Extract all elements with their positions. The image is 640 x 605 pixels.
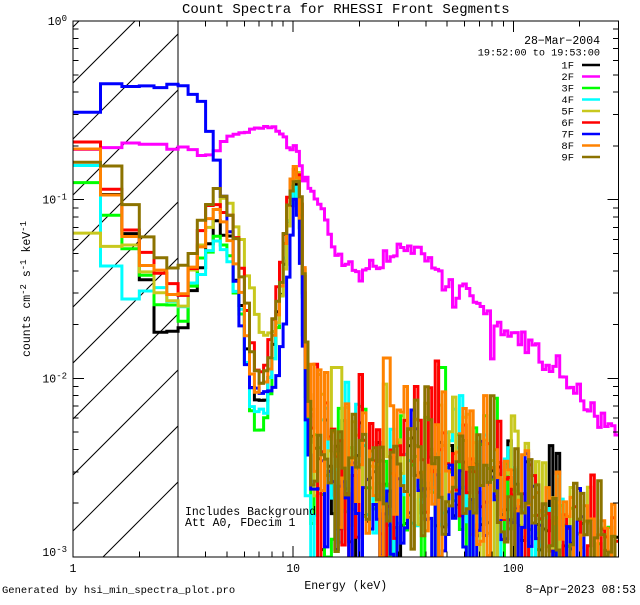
- svg-text:9F: 9F: [561, 153, 574, 165]
- svg-text:8−Apr−2023 08:53: 8−Apr−2023 08:53: [526, 584, 637, 597]
- svg-text:100: 100: [503, 563, 524, 576]
- svg-text:4F: 4F: [561, 95, 574, 107]
- svg-text:1: 1: [70, 563, 77, 576]
- svg-text:counts cm-2 s-1 keV-1: counts cm-2 s-1 keV-1: [19, 221, 34, 357]
- svg-text:7F: 7F: [561, 130, 574, 142]
- svg-text:2F: 2F: [561, 72, 574, 84]
- svg-text:28−Mar−2004: 28−Mar−2004: [524, 35, 600, 48]
- svg-text:5F: 5F: [561, 107, 574, 119]
- svg-text:1F: 1F: [561, 61, 574, 73]
- svg-text:Energy (keV): Energy (keV): [304, 580, 387, 593]
- svg-text:Generated by hsi_min_spectra_p: Generated by hsi_min_spectra_plot.pro: [2, 585, 235, 597]
- svg-text:6F: 6F: [561, 118, 574, 130]
- svg-text:Count Spectra for RHESSI Front: Count Spectra for RHESSI Front Segments: [182, 2, 510, 18]
- svg-text:8F: 8F: [561, 141, 574, 153]
- svg-text:3F: 3F: [561, 84, 574, 96]
- svg-text:Includes Background: Includes Background: [185, 506, 316, 519]
- svg-text:19:52:00 to 19:53:00: 19:52:00 to 19:53:00: [478, 49, 600, 60]
- svg-text:10: 10: [286, 563, 300, 576]
- svg-text:Att A0, FDecim 1: Att A0, FDecim 1: [185, 517, 296, 530]
